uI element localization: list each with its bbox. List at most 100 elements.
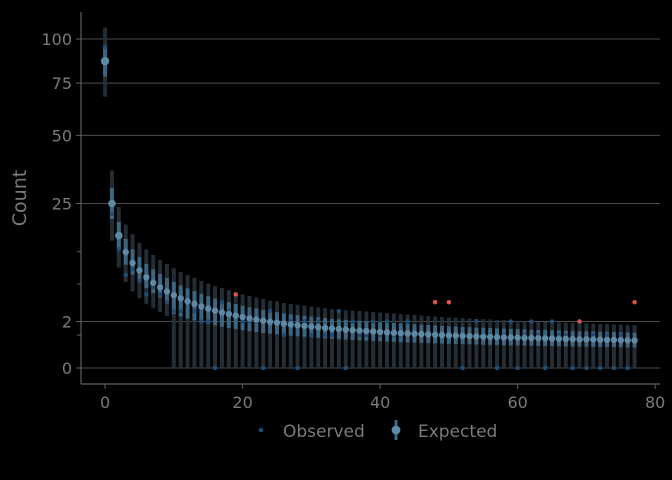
outlier-point [446,300,452,305]
expected-point [225,310,233,318]
expected-point [507,334,514,341]
expected-point [218,309,226,316]
expected-point [170,291,178,299]
observed-point [591,332,596,338]
expected-point [280,320,288,327]
observed-point [109,211,115,216]
observed-point [584,365,589,371]
observed-point [281,332,287,338]
expected-point [100,56,110,66]
expected-point [342,326,349,333]
expected-point [411,330,418,338]
observed-point [508,319,513,324]
expected-point [232,312,239,319]
expected-point [129,259,136,267]
expected-intervals [103,27,637,368]
observed-point [240,319,245,324]
expected-point [260,317,267,324]
y-tick-label: 25 [52,195,72,214]
observed-point [597,365,603,371]
expected-point [335,325,343,333]
expected-point [576,336,583,343]
observed-point [171,308,177,314]
expected-point [356,327,363,334]
expected-point [486,333,494,340]
expected-point [493,333,501,341]
expected-point [177,295,184,302]
observed-point [494,365,500,371]
observed-point [261,365,266,371]
observed-point [116,247,122,252]
expected-point [624,337,631,344]
observed-point [336,308,342,314]
expected-point [528,334,535,342]
observed-point [329,332,335,338]
observed-point [549,319,555,324]
expected-point [514,334,521,341]
expected-point [404,330,411,337]
observed-point [212,365,218,371]
expected-point [108,199,116,208]
expected-point [273,319,281,326]
expected-point [500,334,508,341]
observed-point [405,319,410,324]
expected-point [425,331,432,338]
expected-point [459,332,466,340]
y-tick-label: 50 [52,126,72,145]
outlier-point [432,300,438,305]
outlier-point [577,319,582,324]
outlier-points [233,292,637,324]
expected-point [253,316,260,323]
expected-point [370,328,377,335]
observed-point [322,332,328,338]
expected-point [315,324,322,331]
observed-point [570,365,575,371]
expected-point [603,336,611,344]
observed-point [192,308,197,314]
expected-point [590,336,597,343]
observed-point [130,267,135,272]
y-tick-label: 2 [62,312,72,331]
expected-point [136,267,143,274]
expected-point [184,298,191,305]
expected-point [596,336,604,343]
observed-point [309,332,314,338]
observed-point [316,319,321,324]
observed-point [460,365,465,371]
observed-point [123,272,128,278]
x-tick-label: 60 [507,393,527,412]
observed-point [157,292,163,297]
legend-expected-label: Expected [418,422,497,442]
y-axis-title: Count [9,170,31,226]
observed-point [371,319,376,324]
observed-point [350,319,355,324]
x-tick-label: 40 [370,393,390,412]
y-tick-label: 0 [62,359,72,378]
expected-point [521,334,528,342]
observed-point [302,319,307,324]
expected-point [610,336,618,344]
legend: Observed Expected [258,420,497,442]
x-tick-label: 80 [645,393,665,412]
expected-point [376,328,384,336]
expected-point [150,279,157,287]
expected-point [569,335,576,343]
observed-point [474,319,479,324]
expected-points [100,56,638,344]
expected-point [191,300,198,308]
expected-point [287,321,294,328]
observed-point [625,365,630,371]
tick-labels: 0 2 25 50 75 100 0 20 40 60 80 [41,30,665,412]
expected-point [205,305,212,312]
x-tick-label: 0 [100,393,110,412]
observed-point [515,365,520,371]
observed-point [267,308,273,314]
observed-point [384,319,390,324]
expected-point [583,336,590,343]
expected-point [363,327,370,335]
expected-point [294,322,301,329]
expected-point [445,332,453,339]
expected-point [452,332,459,339]
observed-point [102,45,108,50]
